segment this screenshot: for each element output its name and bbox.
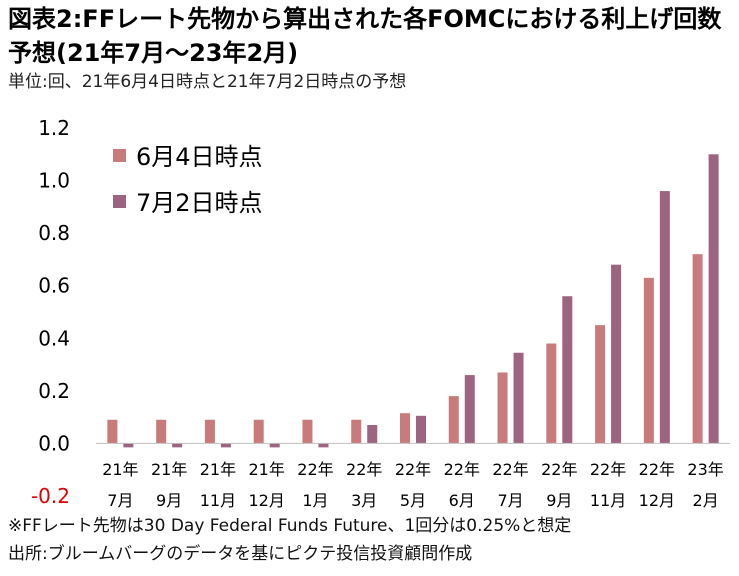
bar-chart: -0.2 0.0 0.2 0.4 0.6 0.8 1.0 1.2 21年 7月 21年 9月 21年 1… xyxy=(31,116,730,510)
bar-series1-7 xyxy=(448,396,459,444)
bar-series2-8 xyxy=(513,352,524,444)
bar-series1-12 xyxy=(692,254,703,444)
x-tick-label: 22年 xyxy=(297,460,333,479)
bar-series1-0 xyxy=(107,419,118,444)
x-tick-label: 22年 xyxy=(346,460,382,479)
x-tick-label: 22年 xyxy=(541,460,577,479)
bar-series1-5 xyxy=(351,419,362,444)
bar-series1-11 xyxy=(643,277,654,444)
x-tick-label: 3月 xyxy=(351,491,377,510)
x-tick-label: 22年 xyxy=(444,460,480,479)
legend: 6月4日時点 7月2日時点 xyxy=(113,143,263,217)
x-tick-label: 21年 xyxy=(200,460,236,479)
y-tick-label: 0.4 xyxy=(38,326,70,350)
x-tick-label: 7月 xyxy=(497,491,523,510)
legend-swatch-1 xyxy=(113,149,126,162)
legend-label-1: 6月4日時点 xyxy=(136,143,263,171)
legend-label-2: 7月2日時点 xyxy=(136,189,263,217)
x-tick-label: 21年 xyxy=(102,460,138,479)
x-tick-label: 1月 xyxy=(302,491,328,510)
bar-series1-1 xyxy=(156,419,167,444)
x-tick-label: 7月 xyxy=(107,491,133,510)
bar-series1-2 xyxy=(204,419,215,444)
y-tick-labels: -0.2 0.0 0.2 0.4 0.6 0.8 1.0 1.2 xyxy=(31,116,70,508)
bar-series1-4 xyxy=(302,419,313,444)
x-tick-label: 6月 xyxy=(449,491,475,510)
y-tick-label: 0.2 xyxy=(38,379,70,403)
source-note: 出所:ブルームバーグのデータを基にピクテ投信投資顧問作成 xyxy=(8,544,473,564)
x-tick-label: 22年 xyxy=(590,460,626,479)
footnote: ※FFレート先物は30 Day Federal Funds Future、1回分… xyxy=(8,516,572,536)
x-tick-label: 21年 xyxy=(151,460,187,479)
x-tick-label: 22年 xyxy=(395,460,431,479)
legend-swatch-2 xyxy=(113,195,126,208)
x-tick-label: 12月 xyxy=(639,491,675,510)
y-tick-label: 0.0 xyxy=(38,431,70,455)
bar-series1-9 xyxy=(546,343,557,444)
x-tick-label: 9月 xyxy=(546,491,572,510)
bar-series2-5 xyxy=(367,425,378,444)
bar-series2-12 xyxy=(708,154,719,444)
bar-series1-3 xyxy=(253,419,264,444)
x-tick-label: 23年 xyxy=(687,460,723,479)
x-tick-labels: 21年 7月 21年 9月 21年 11月 21年 12月 22年 1月 22年 3月 22年 5月 22年… xyxy=(102,460,724,510)
bar-series2-2 xyxy=(220,443,231,448)
x-tick-label: 21年 xyxy=(249,460,285,479)
y-tick-label: 1.0 xyxy=(38,169,70,193)
bar-series2-6 xyxy=(416,415,426,444)
x-tick-label: 5月 xyxy=(400,491,426,510)
x-tick-label: 11月 xyxy=(200,491,236,510)
bar-series2-0 xyxy=(123,443,134,448)
bar-series2-7 xyxy=(464,375,475,444)
bar-series1-8 xyxy=(497,372,508,444)
x-tick-label: 11月 xyxy=(590,491,626,510)
bar-series2-9 xyxy=(562,296,573,444)
x-tick-label: 22年 xyxy=(492,460,528,479)
bars-group xyxy=(107,154,719,448)
bar-series2-4 xyxy=(318,443,329,448)
x-tick-label: 12月 xyxy=(249,491,285,510)
y-tick-label: 0.8 xyxy=(38,221,70,245)
y-tick-label: -0.2 xyxy=(31,484,70,508)
bar-series2-11 xyxy=(659,191,670,444)
bar-series1-10 xyxy=(595,325,606,444)
chart-subtitle: 単位:回、21年6月4日時点と21年7月2日時点の予想 xyxy=(8,72,407,92)
chart-title: 図表2:FFレート先物から算出された各FOMCにおける利上げ回数予想(21年7月… xyxy=(8,5,722,67)
x-tick-label: 22年 xyxy=(639,460,675,479)
bar-series2-3 xyxy=(269,443,280,448)
bar-series2-10 xyxy=(611,264,622,444)
bar-series1-6 xyxy=(400,413,410,444)
x-tick-label: 2月 xyxy=(693,491,719,510)
y-tick-label: 1.2 xyxy=(38,116,70,140)
x-tick-label: 9月 xyxy=(156,491,182,510)
bar-series2-1 xyxy=(172,443,183,448)
y-tick-label: 0.6 xyxy=(38,274,70,298)
